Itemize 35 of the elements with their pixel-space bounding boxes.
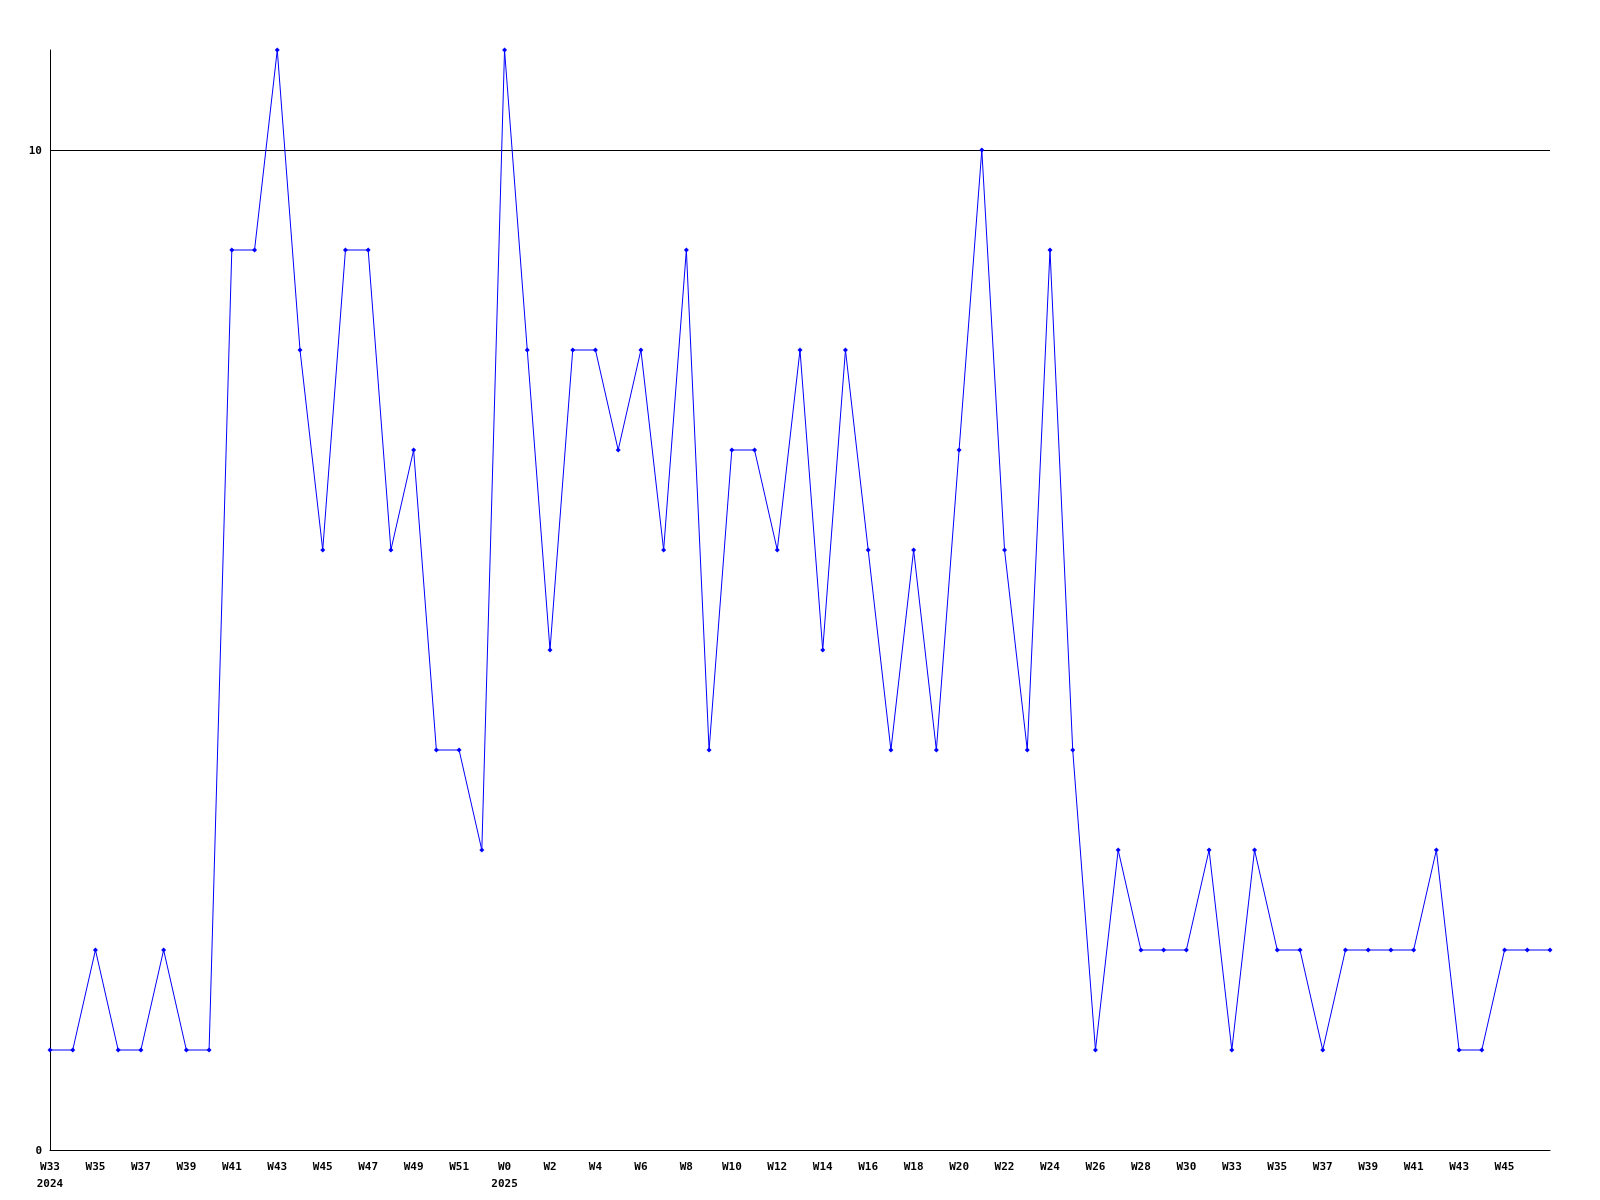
x-tick-label: W8 — [679, 1160, 693, 1173]
x-tick-label: W26 — [1085, 1160, 1106, 1173]
x-tick-label: W35 — [85, 1160, 106, 1173]
x-tick-label: W35 — [1267, 1160, 1288, 1173]
x-tick-label: W37 — [130, 1160, 151, 1173]
x-tick-label: W2 — [543, 1160, 557, 1173]
x-tick-label: W0 2025 — [491, 1160, 518, 1190]
x-tick-label: W28 — [1130, 1160, 1151, 1173]
x-tick-label: W43 — [267, 1160, 288, 1173]
x-tick-label: W41 — [221, 1160, 243, 1173]
x-tick-label: W18 — [903, 1160, 924, 1173]
x-tick-label: W41 — [1403, 1160, 1424, 1173]
x-tick-label: W33 2024 — [36, 1160, 64, 1190]
x-tick-label: W14 — [812, 1160, 834, 1173]
x-tick-label: W20 — [949, 1160, 970, 1173]
x-tick-label: W39 — [1358, 1160, 1379, 1173]
y-tick-label: 0 — [35, 1143, 42, 1157]
x-tick-label: W39 — [176, 1160, 197, 1173]
x-tick-label: W24 — [1040, 1160, 1061, 1173]
x-tick-label: W49 — [403, 1160, 424, 1173]
x-tick-label: W16 — [858, 1160, 879, 1173]
x-tick-label: W10 — [721, 1160, 742, 1173]
x-tick-label: W37 — [1312, 1160, 1333, 1173]
x-tick-label: W33 — [1221, 1160, 1242, 1173]
y-tick-label: 10 — [28, 143, 42, 157]
x-tick-label: W6 — [634, 1160, 648, 1173]
x-tick-label: W43 — [1449, 1160, 1470, 1173]
x-tick-label: W4 — [588, 1160, 603, 1173]
x-tick-label: W51 — [449, 1160, 470, 1173]
x-tick-label: W12 — [767, 1160, 788, 1173]
x-tick-label: W45 — [312, 1160, 333, 1173]
x-tick-label: W30 — [1176, 1160, 1197, 1173]
x-tick-label: W45 — [1494, 1160, 1515, 1173]
x-tick-label: W22 — [994, 1160, 1015, 1173]
x-tick-label: W47 — [358, 1160, 379, 1173]
